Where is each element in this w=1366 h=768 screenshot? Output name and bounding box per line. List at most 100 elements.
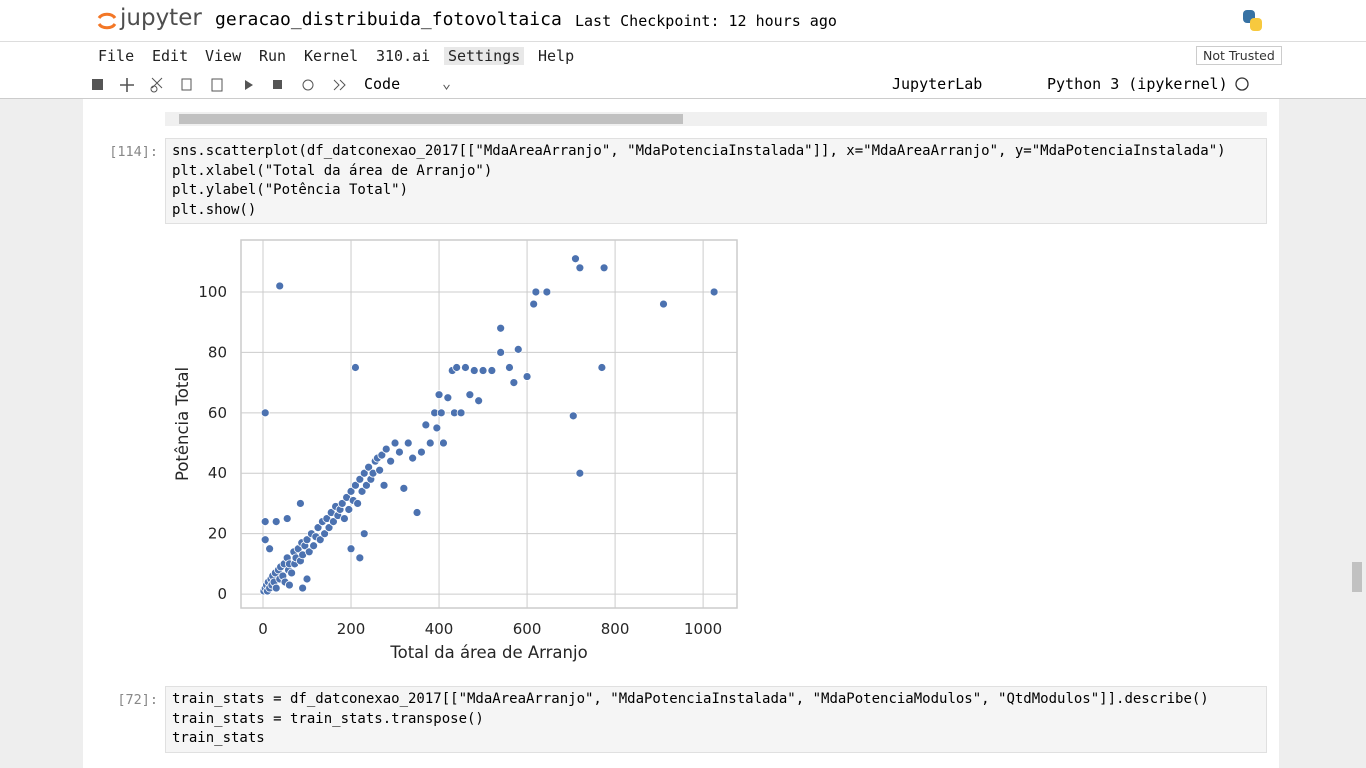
point [346, 486, 356, 496]
point [434, 390, 444, 400]
code-line: plt.show() [172, 201, 257, 218]
x-tick-label: 800 [601, 620, 630, 638]
point [296, 499, 305, 508]
point [568, 411, 578, 421]
y-axis-label: Potência Total [173, 367, 192, 481]
point [351, 480, 360, 490]
point [271, 583, 281, 593]
toolbar-icons [92, 77, 346, 93]
code-line: train_stats = train_stats.transpose() [172, 710, 484, 727]
point [436, 408, 446, 418]
point [505, 363, 514, 372]
point [329, 517, 338, 526]
code-cell[interactable]: sns.scatterplot(df_datconexao_2017[["Mda… [165, 138, 1267, 225]
point [417, 447, 426, 457]
menu-item[interactable]: Help [538, 47, 575, 65]
point [351, 363, 360, 372]
point [260, 517, 270, 526]
point [509, 378, 519, 388]
point [439, 438, 448, 448]
menu-item[interactable]: File [98, 47, 135, 65]
point [386, 456, 396, 466]
y-tick-label: 80 [208, 343, 227, 361]
plot-frame [240, 239, 738, 609]
code-line: sns.scatterplot(df_datconexao_2017[["Mda… [172, 143, 1226, 159]
logo-text: jupyter [120, 5, 202, 31]
kernel-status [1235, 77, 1249, 91]
point [344, 505, 354, 514]
point [522, 372, 532, 381]
point [359, 529, 369, 539]
trust-badge[interactable]: Not Trusted [1196, 46, 1282, 65]
point [362, 480, 371, 490]
plot-area [241, 240, 737, 608]
point [315, 535, 325, 545]
point [443, 393, 453, 403]
point [529, 299, 539, 309]
h-scrollbar[interactable] [165, 112, 1267, 126]
x-tick-label: 600 [513, 620, 542, 638]
menu-item[interactable]: Settings [444, 47, 525, 65]
point [381, 444, 391, 454]
code-cell[interactable]: train_stats = df_datconexao_2017[["MdaAr… [165, 686, 1267, 753]
point [271, 517, 281, 526]
point [432, 423, 442, 433]
point [359, 468, 369, 478]
cell-prompt: [72]: [117, 692, 158, 708]
point [357, 486, 367, 496]
python-logo [1243, 10, 1262, 31]
point [395, 447, 404, 457]
point [364, 462, 374, 472]
point [487, 366, 497, 375]
point [403, 438, 413, 448]
jupyterlab-link[interactable]: JupyterLab [892, 75, 983, 93]
point [709, 287, 719, 297]
menu-item[interactable]: 310.ai [376, 47, 431, 65]
scroll-thumb[interactable] [179, 114, 683, 124]
point [298, 583, 308, 593]
point [304, 547, 314, 557]
point [260, 535, 270, 545]
point [275, 281, 285, 291]
point [599, 263, 609, 273]
point [337, 499, 347, 508]
point [531, 287, 541, 297]
notebook-name[interactable]: geracao_distribuida_fotovoltaica [215, 9, 562, 30]
point [496, 347, 506, 357]
dropdown-caret: ⌄ [442, 74, 452, 92]
point [375, 465, 385, 475]
code-line: train_stats = df_datconexao_2017[["MdaAr… [172, 691, 1209, 707]
point [542, 287, 552, 297]
x-tick-label: 400 [425, 620, 454, 638]
point [282, 514, 292, 523]
point [340, 514, 349, 523]
menu-item[interactable]: Edit [152, 47, 189, 65]
cell-type-select[interactable]: Code [364, 75, 401, 93]
point [379, 480, 389, 490]
cell-prompt: [114]: [109, 144, 158, 160]
x-axis-label: Total da área de Arranjo [389, 643, 587, 662]
point [478, 366, 488, 375]
kernel-name[interactable]: Python 3 (ipykernel) [1047, 75, 1228, 93]
y-tick-label: 60 [208, 404, 227, 422]
point [456, 408, 466, 418]
y-tick-label: 40 [208, 464, 227, 482]
point [355, 553, 365, 563]
point [313, 523, 323, 533]
point [399, 483, 409, 493]
v-scroll-thumb[interactable] [1352, 562, 1362, 592]
chart: 0 200 400 600 800 1000 0 20 40 60 80 100 Total da ár… [173, 239, 738, 662]
x-tick-label: 200 [337, 620, 366, 638]
point [425, 438, 435, 448]
point [265, 544, 275, 554]
point [346, 544, 356, 554]
code-line: plt.ylabel("Potência Total") [172, 182, 409, 199]
menu-item[interactable]: View [205, 47, 242, 65]
menu-item[interactable]: Kernel [304, 47, 359, 65]
code-line: train_stats [172, 730, 265, 747]
point [659, 299, 668, 309]
checkpoint: Last Checkpoint: 12 hours ago [575, 12, 837, 30]
menu-item[interactable]: Run [259, 47, 287, 65]
point [412, 508, 422, 517]
